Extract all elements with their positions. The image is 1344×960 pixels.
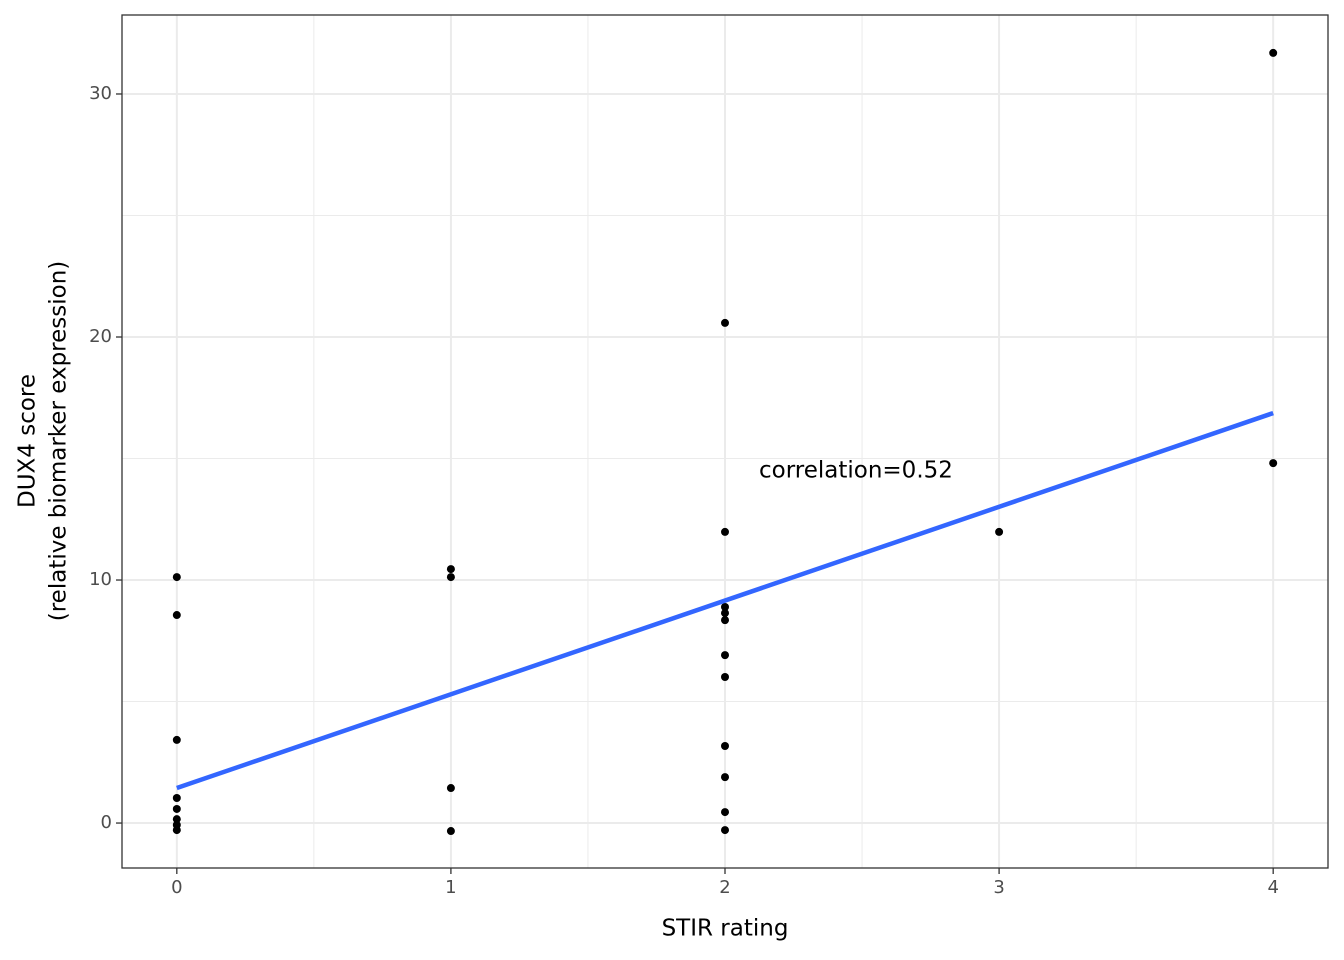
y-axis-title: (relative biomarker expression) bbox=[46, 261, 72, 622]
point bbox=[721, 609, 729, 618]
point bbox=[172, 794, 181, 803]
point bbox=[721, 826, 729, 835]
point bbox=[172, 573, 181, 582]
grid bbox=[122, 15, 1328, 868]
point bbox=[721, 672, 729, 681]
point bbox=[721, 773, 729, 782]
point bbox=[721, 742, 729, 751]
point bbox=[446, 573, 455, 582]
point bbox=[172, 804, 181, 813]
y-tick-label: 30 bbox=[89, 83, 112, 104]
point bbox=[721, 602, 729, 611]
x-axis-title: STIR rating bbox=[662, 916, 789, 942]
y-tick-label: 20 bbox=[89, 326, 112, 347]
x-tick-label: 1 bbox=[445, 877, 456, 898]
point bbox=[1269, 48, 1278, 57]
fit-line bbox=[176, 410, 1274, 791]
x-tick-label: 0 bbox=[171, 877, 182, 898]
point bbox=[172, 611, 181, 620]
point bbox=[172, 815, 181, 824]
y-tick-label: 0 bbox=[101, 812, 112, 833]
x-tick-label: 3 bbox=[993, 877, 1004, 898]
point bbox=[721, 651, 729, 660]
x-tick-label: 2 bbox=[719, 877, 730, 898]
point bbox=[446, 784, 455, 793]
point bbox=[721, 318, 729, 327]
point bbox=[721, 616, 729, 625]
point bbox=[721, 527, 729, 536]
annotation: correlation=0.52 bbox=[759, 458, 953, 484]
point bbox=[446, 827, 455, 836]
point bbox=[995, 527, 1004, 536]
point bbox=[1269, 459, 1278, 468]
x-tick-label: 4 bbox=[1267, 877, 1278, 898]
point bbox=[172, 826, 181, 835]
marks bbox=[172, 48, 1278, 836]
point bbox=[721, 808, 729, 817]
point bbox=[446, 565, 455, 574]
y-tick-label: 10 bbox=[89, 569, 112, 590]
point bbox=[172, 735, 181, 744]
y-axis-title: DUX4 score bbox=[15, 374, 41, 508]
